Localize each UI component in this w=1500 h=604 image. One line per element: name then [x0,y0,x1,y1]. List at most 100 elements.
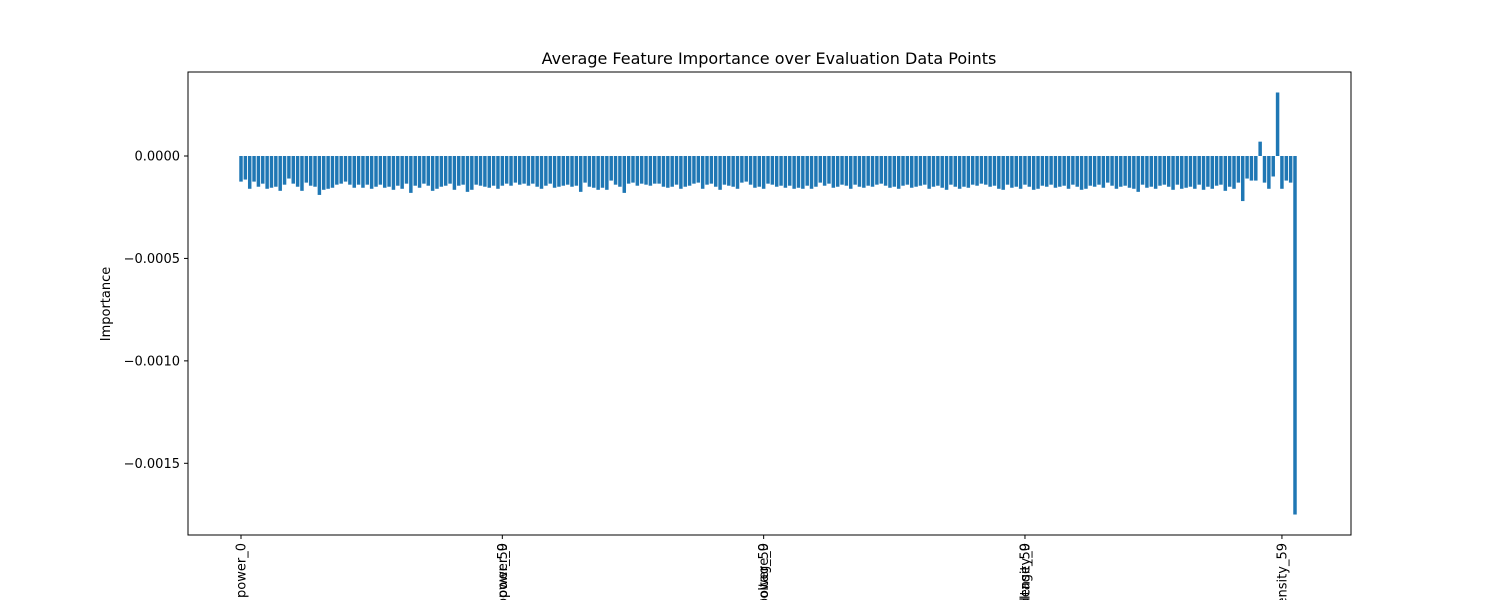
bar [513,156,518,183]
bar [291,156,295,184]
bar [705,156,709,185]
bar [356,156,361,185]
bar [713,156,718,187]
bar [862,156,866,188]
bar [282,156,287,185]
bar [866,156,870,186]
bar [470,156,474,190]
bar [1201,156,1206,190]
bar [1240,156,1245,202]
bar [1175,156,1180,185]
bar [330,156,335,188]
bar [1053,156,1058,188]
bar [256,156,261,187]
bar [1280,156,1284,189]
bar [369,156,374,189]
bar [518,156,522,185]
y-tick-label: −0.0010 [124,354,180,369]
bar [949,156,953,185]
bar [1123,156,1127,186]
bar [526,156,531,186]
bar [430,156,435,191]
y-tick-label: −0.0005 [124,252,180,267]
bar [570,156,574,187]
bar [374,156,378,187]
bar [1206,156,1210,187]
bar [400,156,404,189]
bar [731,156,735,187]
bar [809,156,814,189]
bar [1049,156,1053,185]
bar [957,156,962,189]
bar [683,156,687,187]
bar [727,156,731,186]
bar [605,156,609,190]
bar [1001,156,1005,190]
bar [574,156,579,186]
bar [609,156,613,181]
bar [1166,156,1171,187]
bar [997,156,1001,189]
bar [992,156,997,186]
bar [896,156,901,189]
bar [687,156,692,186]
bar [322,156,326,190]
bar [849,156,853,189]
bar [1045,156,1049,187]
bar [914,156,918,187]
bar [1092,156,1097,187]
y-axis: 0.0000 −0.0005 −0.0010 −0.0015 [124,149,188,472]
bar [722,156,727,185]
bar [478,156,483,186]
bar [966,156,971,188]
bar [1101,156,1106,188]
bar [613,156,618,185]
bar [1058,156,1062,187]
bar [504,156,509,184]
bar [666,156,670,188]
bar [496,156,500,189]
bar [1153,156,1158,189]
bar [670,156,674,187]
bar [744,156,748,182]
bar [295,156,300,187]
bar [326,156,330,189]
bar [1005,156,1010,185]
bar [783,156,788,188]
bar [335,156,339,185]
bar [587,156,592,187]
bar [278,156,282,191]
bar [1180,156,1184,189]
bar [735,156,740,189]
bar [1188,156,1193,187]
bar [753,156,757,188]
bar [261,156,265,184]
bar [265,156,269,189]
bar [761,156,766,189]
bar [875,156,879,185]
bar [1088,156,1093,186]
bar [1018,156,1023,189]
bar [975,156,979,186]
bar [239,156,243,182]
bar [1079,156,1084,190]
bar [365,156,370,185]
bar [1158,156,1162,186]
bar [1223,156,1228,191]
bar [801,156,805,189]
bar [718,156,722,190]
bar [831,156,836,188]
x-tick-label: power_0 [235,543,250,598]
bar [422,156,426,184]
bar [247,156,252,189]
bar [1219,156,1223,185]
x-tick-label: power_59 [496,543,511,600]
bar [317,156,322,195]
bar [483,156,487,187]
bar [1105,156,1110,183]
bar [661,156,666,187]
bar [535,156,539,187]
bar [740,156,744,183]
bar [648,156,653,186]
bar [1140,156,1145,185]
